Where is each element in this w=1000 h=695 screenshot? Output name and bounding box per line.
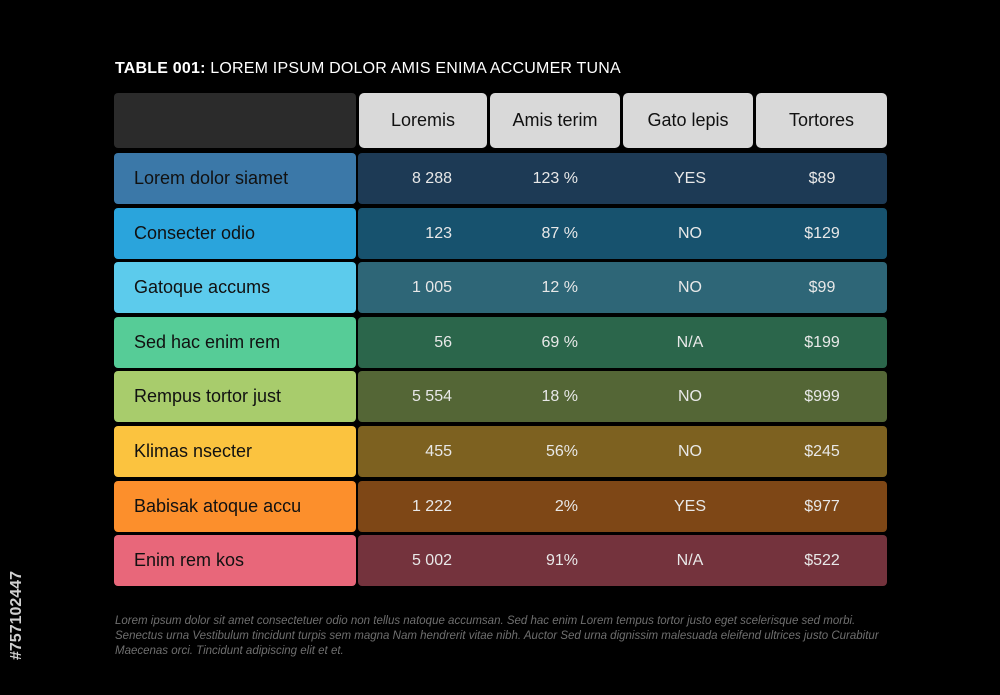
cell-gato-lepis: N/A (676, 551, 704, 569)
cell-amis-terim: 123 % (532, 169, 578, 187)
cell-gato-lepis: NO (678, 224, 702, 242)
cell-loremis: 123 (425, 224, 452, 242)
cell-loremis: 5 002 (411, 551, 452, 569)
table-title-prefix: TABLE 001: (115, 60, 206, 77)
column-header-tortores: Tortores (756, 93, 887, 148)
column-header-amis-terim: Amis terim (490, 93, 620, 148)
cell-loremis: 1 005 (411, 278, 452, 296)
row-label: Babisak atoque accu (114, 481, 356, 532)
cell-amis-terim: 18 % (541, 387, 578, 405)
cell-gato-lepis: NO (678, 442, 702, 460)
cell-loremis: 8 288 (411, 169, 452, 187)
row-label: Klimas nsecter (114, 426, 356, 477)
cell-amis-terim: 56% (545, 442, 578, 460)
table-title-text: LOREM IPSUM DOLOR AMIS ENIMA ACCUMER TUN… (210, 60, 621, 77)
table-row (358, 371, 887, 422)
row-label: Consecter odio (114, 208, 356, 259)
cell-tortores: $89 (808, 169, 836, 187)
cell-amis-terim: 87 % (541, 224, 578, 242)
table-row (358, 153, 887, 204)
header-corner-cell (114, 93, 356, 148)
row-label: Sed hac enim rem (114, 317, 356, 368)
row-label: Enim rem kos (114, 535, 356, 586)
cell-gato-lepis: NO (678, 278, 702, 296)
cell-tortores: $245 (804, 442, 840, 460)
cell-tortores: $977 (804, 497, 840, 515)
cell-loremis: 455 (425, 442, 452, 460)
table-row (358, 426, 887, 477)
cell-tortores: $129 (804, 224, 840, 242)
table-row (358, 317, 887, 368)
footnote: Lorem ipsum dolor sit amet consectetuer … (115, 615, 879, 657)
cell-loremis: 5 554 (411, 387, 452, 405)
cell-amis-terim: 12 % (541, 278, 578, 296)
column-header-gato-lepis: Gato lepis (623, 93, 753, 148)
cell-gato-lepis: N/A (676, 333, 704, 351)
cell-amis-terim: 69 % (541, 333, 578, 351)
column-header-loremis: Loremis (359, 93, 487, 148)
cell-amis-terim: 2% (554, 497, 578, 515)
table-row (358, 481, 887, 532)
cell-gato-lepis: NO (678, 387, 702, 405)
row-label: Lorem dolor siamet (114, 153, 356, 204)
cell-tortores: $999 (804, 387, 840, 405)
cell-amis-terim: 91% (545, 551, 578, 569)
cell-loremis: 1 222 (411, 497, 452, 515)
row-label: Gatoque accums (114, 262, 356, 313)
cell-tortores: $99 (808, 278, 836, 296)
cell-tortores: $199 (804, 333, 840, 351)
side-stock-id: #757102447 (8, 571, 25, 660)
row-label: Rempus tortor just (114, 371, 356, 422)
cell-gato-lepis: YES (673, 169, 706, 187)
table-title: TABLE 001: LOREM IPSUM DOLOR AMIS ENIMA … (115, 60, 621, 78)
table-row (358, 208, 887, 259)
table-row (358, 262, 887, 313)
cell-gato-lepis: YES (673, 497, 706, 515)
cell-tortores: $522 (804, 551, 840, 569)
cell-loremis: 56 (434, 333, 452, 351)
table-row (358, 535, 887, 586)
